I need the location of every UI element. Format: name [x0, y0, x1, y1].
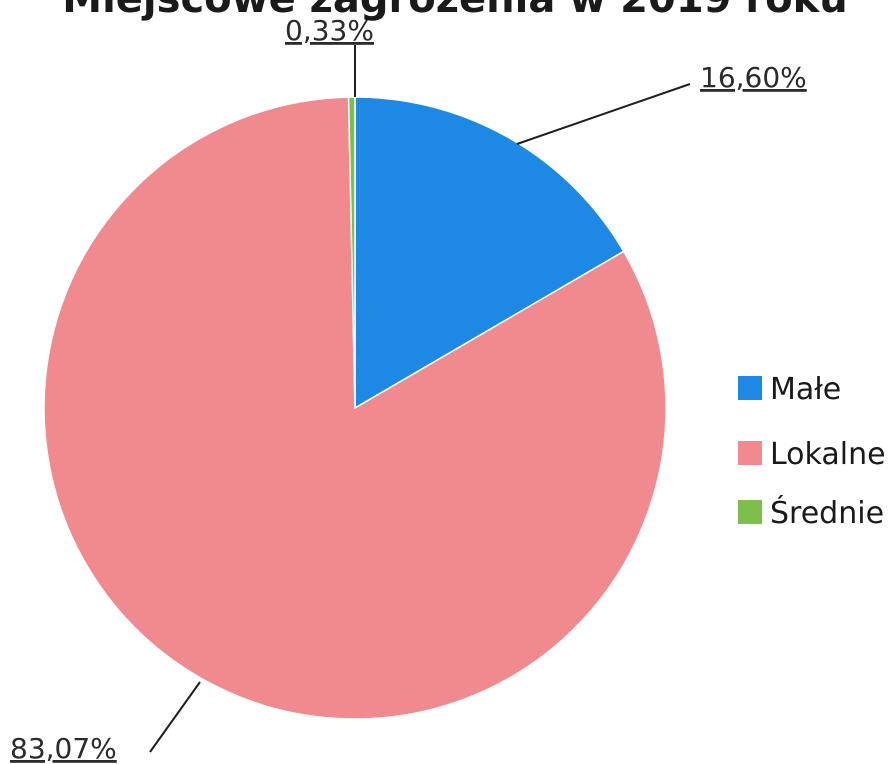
pie-slices — [43, 96, 667, 720]
legend-label-male: Małe — [770, 372, 841, 407]
chart-title: Miejscowe zagrożenia w 2019 roku — [62, 0, 847, 22]
data-label-lokalne: 83,07% — [10, 732, 117, 764]
data-label-srednie: 0,33% — [285, 14, 374, 47]
legend: Małe Lokalne Średnie — [738, 372, 886, 531]
legend-swatch-male — [738, 376, 762, 400]
leader-line-lokalne — [149, 681, 201, 753]
leader-lines — [149, 45, 691, 753]
pie-slice-lokalne — [43, 96, 667, 720]
legend-swatch-srednie — [738, 500, 762, 524]
legend-label-srednie: Średnie — [770, 494, 884, 531]
legend-swatch-lokalne — [738, 441, 762, 465]
data-label-male: 16,60% — [700, 61, 807, 94]
leader-line-male — [516, 83, 691, 145]
legend-label-lokalne: Lokalne — [770, 437, 886, 472]
pie-slice-male — [354, 96, 625, 410]
